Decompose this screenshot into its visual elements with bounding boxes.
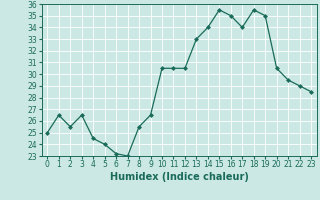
X-axis label: Humidex (Indice chaleur): Humidex (Indice chaleur) xyxy=(110,172,249,182)
